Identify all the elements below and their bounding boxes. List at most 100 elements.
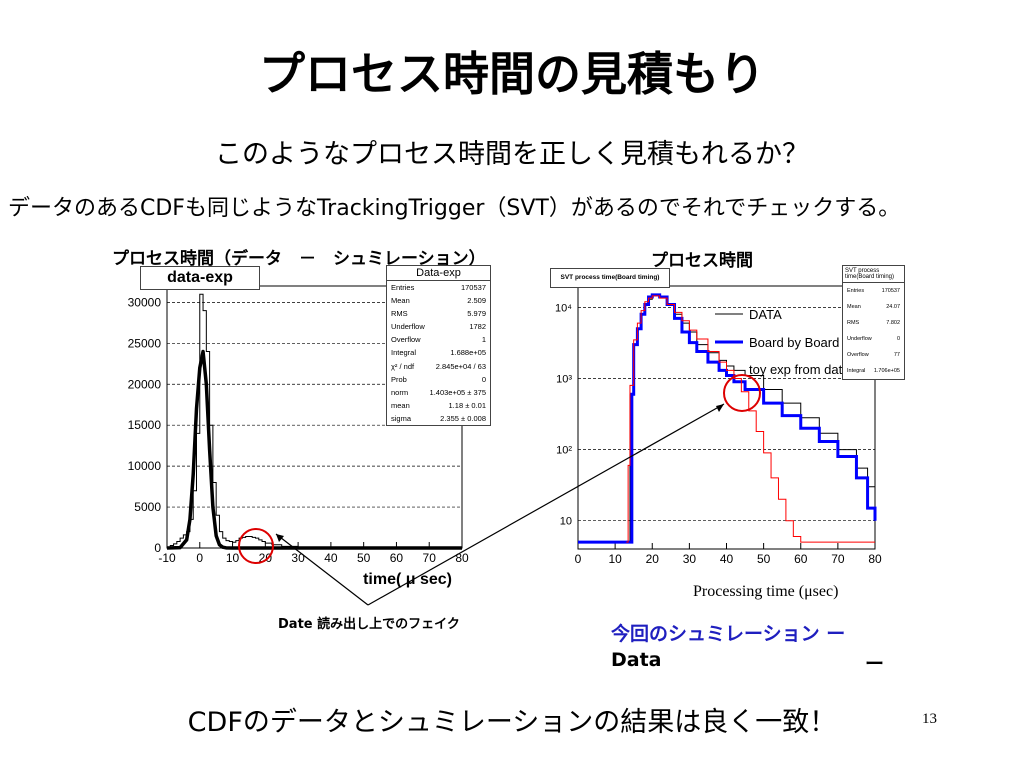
right-stat-value: 1.706e+05 — [873, 368, 900, 374]
left-x-tick: 70 — [423, 551, 437, 565]
left-stat-key: χ² / ndf — [391, 361, 415, 371]
left-stat-row: Overflow 1 — [387, 333, 490, 346]
left-y-tick: 25000 — [128, 336, 162, 350]
left-stats-title: Data-exp — [387, 266, 490, 281]
right-stat-row: RMS 7.802 — [843, 315, 904, 331]
left-stat-row: Underflow 1782 — [387, 320, 490, 333]
right-x-tick: 60 — [794, 552, 808, 566]
page-number: 13 — [922, 711, 937, 727]
right-hist-label: SVT process time(Board timing) — [550, 268, 670, 288]
left-stat-key: Underflow — [391, 322, 425, 332]
right-y-tick: 10 — [560, 516, 572, 528]
left-stat-value: 1.403e+05 ± 375 — [429, 387, 486, 397]
right-y-tick: 10³ — [556, 374, 572, 386]
right-stat-key: RMS — [847, 320, 860, 326]
right-legend-label: Board by Board — [749, 335, 839, 350]
right-x-tick: 30 — [683, 552, 697, 566]
left-stat-row: Prob 0 — [387, 373, 490, 386]
right-stat-row: Underflow 0 — [843, 331, 904, 347]
right-stat-key: Underflow — [847, 336, 872, 342]
right-stat-value: 0 — [896, 336, 900, 342]
arrow-to-left-circle — [275, 533, 369, 606]
right-chart: 10 10² 10³ 10⁴ 0 10 20 30 40 50 60 70 80 DATA Board by… — [555, 285, 882, 566]
right-stat-value: 170537 — [881, 288, 900, 294]
right-stat-value: 7.802 — [886, 320, 900, 326]
right-stat-key: Overflow — [847, 352, 869, 358]
left-x-tick: -10 — [158, 551, 176, 565]
left-stat-key: sigma — [391, 413, 412, 423]
arrow-head-left — [276, 534, 284, 542]
left-stat-value: 0 — [481, 374, 486, 384]
left-stat-row: Integral 1.688e+05 — [387, 346, 490, 359]
data-dash: ー — [865, 653, 885, 675]
left-stat-value: 2.845e+04 / 63 — [435, 361, 486, 371]
right-stats-rows: Entries 170537 Mean 24.07 RMS 7.802 Underflow 0… — [843, 283, 904, 379]
simulation-label: 今回のシュミレーション ー — [611, 623, 846, 645]
left-stat-value: 2.355 ± 0.008 — [440, 413, 486, 423]
right-stat-key: Entries — [847, 288, 865, 294]
left-x-tick: 40 — [324, 551, 338, 565]
left-x-tick: 0 — [196, 551, 203, 565]
right-plot-area: 10 10² 10³ 10⁴ 0 10 20 30 40 50 60 70 80 DATA Board by… — [555, 285, 882, 566]
left-panel-heading: プロセス時間（データ － シュミレーション） — [112, 249, 486, 269]
left-y-tick: 5000 — [134, 500, 161, 514]
slide-title: プロセス時間の見積もり — [259, 47, 765, 101]
right-x-tick: 80 — [868, 552, 882, 566]
left-stats-box: Data-exp Entries 170537 Mean 2.509 RMS 5.979 U… — [386, 265, 491, 427]
right-stats-box: SVT process time(Board timing) Entries 17… — [842, 265, 905, 380]
left-stat-key: Prob — [391, 374, 407, 384]
slide-description: データのあるCDFも同じようなTrackingTrigger（SVT）があるので… — [8, 196, 901, 221]
right-panel-heading: プロセス時間 — [651, 251, 753, 271]
right-x-tick: 20 — [646, 552, 660, 566]
left-stat-row: Entries 170537 — [387, 281, 490, 294]
arrow-head-right — [716, 404, 724, 412]
left-stat-value: 1 — [481, 335, 486, 345]
left-y-tick: 20000 — [128, 377, 162, 391]
left-stat-value: 1.18 ± 0.01 — [448, 400, 486, 410]
fake-region-circle — [238, 528, 274, 564]
right-x-tick: 40 — [720, 552, 734, 566]
right-stats-title: SVT process time(Board timing) — [843, 266, 904, 283]
right-stat-row: Entries 170537 — [843, 283, 904, 299]
left-x-tick: 80 — [455, 551, 469, 565]
fake-note: Date 読み出し上でのフェイク — [278, 617, 460, 632]
right-series-2 — [626, 295, 875, 543]
left-x-tick: 50 — [357, 551, 371, 565]
left-stat-row: RMS 5.979 — [387, 307, 490, 320]
left-stat-value: 2.509 — [467, 296, 486, 306]
left-stat-row: mean 1.18 ± 0.01 — [387, 399, 490, 412]
left-stat-value: 5.979 — [467, 309, 486, 319]
right-legend-label: DATA — [749, 307, 782, 322]
left-stat-value: 170537 — [460, 283, 486, 292]
right-stat-key: Integral — [847, 368, 866, 374]
left-stat-row: norm 1.403e+05 ± 375 — [387, 386, 490, 399]
left-fit-series — [166, 349, 462, 550]
slide-footer: CDFのデータとシュミレーションの結果は良く一致！ — [187, 707, 837, 738]
right-y-tick: 10⁴ — [555, 302, 572, 314]
left-stat-key: mean — [391, 400, 410, 410]
shoulder-region-circle — [723, 374, 761, 412]
left-stat-key: Overflow — [391, 335, 421, 345]
right-y-tick: 10² — [556, 445, 572, 457]
left-stats-rows: Entries 170537 Mean 2.509 RMS 5.979 Underflow 1… — [387, 281, 490, 425]
right-stat-value: 77 — [893, 352, 900, 358]
left-stat-key: Integral — [391, 348, 417, 358]
right-stat-value: 24.07 — [886, 304, 900, 310]
left-stat-row: χ² / ndf 2.845e+04 / 63 — [387, 360, 490, 373]
left-y-tick: 0 — [154, 541, 161, 555]
left-stat-value: 1782 — [469, 322, 486, 332]
right-x-caption: Processing time (μsec) — [693, 583, 839, 600]
left-stat-key: Entries — [391, 283, 415, 292]
left-x-tick: 10 — [226, 551, 240, 565]
arrow-to-right-circle — [367, 403, 725, 606]
right-stat-row: Overflow 77 — [843, 347, 904, 363]
data-label: Data — [611, 649, 662, 671]
left-stat-value: 1.688e+05 — [450, 348, 486, 358]
left-stat-row: Mean 2.509 — [387, 294, 490, 307]
right-stat-row: Integral 1.706e+05 — [843, 363, 904, 379]
left-y-tick: 30000 — [128, 295, 162, 309]
left-stat-key: norm — [391, 387, 409, 397]
